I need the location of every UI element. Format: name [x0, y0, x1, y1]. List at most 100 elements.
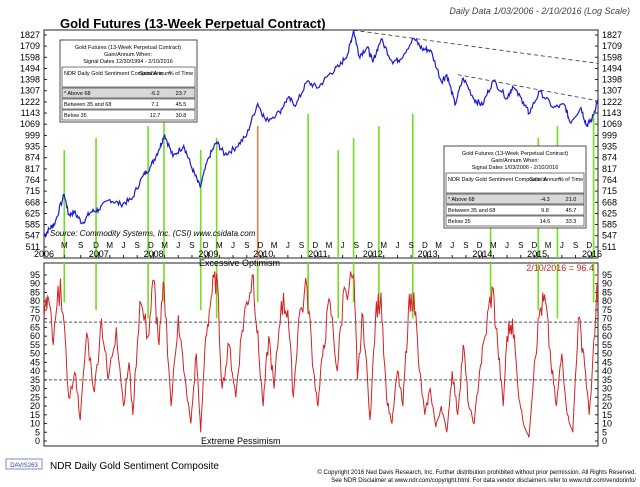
month-tick-label: M: [326, 241, 333, 250]
sentiment-y-tick-label-right: 50: [602, 349, 612, 359]
sentiment-panel-frame: [43, 262, 599, 447]
price-y-tick-label-left: 1069: [20, 119, 40, 129]
month-tick-label: S: [78, 241, 83, 250]
gold-price-series-line: [43, 30, 599, 239]
sentiment-y-tick-label-right: 85: [602, 287, 612, 297]
price-y-tick-label-left: 547: [25, 231, 40, 241]
month-tick-label: S: [189, 241, 194, 250]
excessive-optimism-label: Excessive Optimism: [199, 258, 280, 268]
table-1-row-2-gain: 7.1: [151, 102, 159, 108]
copyright-text: © Copyright 2016 Ned Davis Research, Inc…: [317, 469, 636, 476]
table-1-header-gain: Gain/ Annum: [139, 71, 171, 77]
month-tick-label: S: [518, 241, 523, 250]
price-y-tick-label-left: 999: [25, 130, 40, 140]
price-y-tick-label-left: 935: [25, 141, 40, 151]
price-y-tick-label-left: 1494: [20, 63, 40, 73]
year-tick-label: 2011: [308, 249, 327, 259]
price-y-tick-label-right: 668: [602, 197, 617, 207]
table-1-header-time: % of Time: [169, 71, 193, 77]
price-y-tick-label-left: 668: [25, 197, 40, 207]
year-tick-label: 2016: [582, 249, 602, 259]
sentiment-y-tick-label-right: 25: [602, 392, 612, 402]
sentiment-y-tick-label-right: 10: [602, 419, 612, 429]
sentiment-series-line: [43, 271, 599, 438]
month-tick-label: S: [408, 241, 413, 250]
month-tick-label: D: [532, 241, 538, 250]
year-tick-label: 2007: [89, 249, 109, 259]
price-y-tick-label-left: 1709: [20, 41, 40, 51]
sentiment-y-tick-label-left: 40: [30, 366, 40, 376]
month-tick-label: M: [106, 241, 113, 250]
sentiment-y-tick-label-left: 95: [30, 270, 40, 280]
table-2-header-composite: NDR Daily Gold Sentiment Composite is: [448, 177, 547, 183]
table-2-header-time: % of Time: [559, 177, 583, 183]
price-y-tick-label-left: 1143: [21, 108, 40, 118]
price-y-tick-label-right: 817: [602, 164, 617, 174]
month-tick-label: M: [61, 241, 68, 250]
month-tick-label: M: [490, 241, 497, 250]
month-tick-label: M: [435, 241, 442, 250]
month-tick-label: D: [203, 241, 209, 250]
table-1-header-composite: NDR Daily Gold Sentiment Composite is: [64, 71, 163, 77]
sentiment-y-tick-label-left: 15: [30, 410, 40, 420]
month-tick-label: M: [161, 241, 168, 250]
price-y-tick-label-right: 764: [602, 175, 617, 185]
month-tick-label: J: [286, 241, 290, 250]
month-tick-label: S: [299, 241, 304, 250]
sentiment-y-tick-label-right: 80: [602, 296, 612, 306]
table-1-row-3-gain: 12.7: [150, 113, 161, 119]
sentiment-y-tick-label-left: 85: [30, 287, 40, 297]
year-tick-label: 2013: [418, 249, 438, 259]
sentiment-y-tick-label-right: 60: [602, 331, 612, 341]
year-tick-label: 2014: [472, 249, 492, 259]
month-tick-label: D: [148, 241, 154, 250]
sentiment-y-tick-label-right: 95: [602, 270, 612, 280]
sentiment-y-tick-label-left: 70: [30, 314, 40, 324]
month-tick-label: M: [271, 241, 278, 250]
price-y-tick-label-right: 1827: [602, 30, 622, 40]
price-y-tick-label-right: 715: [602, 186, 617, 196]
price-y-tick-label-left: 1398: [20, 75, 40, 85]
table-1-row-1-gain: -6.2: [150, 91, 159, 97]
year-tick-label: 2006: [34, 249, 54, 259]
sentiment-y-tick-label-left: 45: [30, 357, 40, 367]
table-2-row-3-gain: 14.6: [540, 219, 551, 225]
price-y-tick-label-right: 1494: [602, 63, 622, 73]
price-y-tick-label-right: 1222: [602, 97, 622, 107]
latest-value-label: 2/10/2016 = 96.4: [526, 263, 594, 273]
month-tick-label: S: [134, 241, 139, 250]
table-2-subtitle: Gain/Annum When:: [491, 158, 539, 164]
sentiment-y-tick-label-right: 15: [602, 410, 612, 420]
sentiment-y-tick-label-left: 0: [35, 436, 40, 446]
price-y-tick-label-left: 625: [25, 208, 40, 218]
sentiment-y-tick-label-left: 65: [30, 322, 40, 332]
sentiment-y-tick-label-right: 45: [602, 357, 612, 367]
table-2-row-1-gain: -4.3: [540, 197, 549, 203]
sentiment-y-tick-label-left: 60: [30, 331, 40, 341]
table-1-title: Gold Futures (13-Week Perpetual Contract…: [75, 45, 181, 51]
footer: DAVIS263 NDR Daily Gold Sentiment Compos…: [5, 458, 636, 484]
month-tick-label: J: [505, 241, 509, 250]
price-y-tick-label-left: 1307: [20, 86, 40, 96]
year-tick-label: 2012: [363, 249, 383, 259]
price-y-tick-label-left: 1598: [20, 52, 40, 62]
month-tick-label: M: [545, 241, 552, 250]
price-y-tick-label-left: 764: [25, 175, 40, 185]
price-y-tick-label-right: 1398: [602, 75, 622, 85]
table-1-row-2-time: 45.5: [176, 102, 187, 108]
sentiment-y-tick-label-right: 0: [602, 436, 607, 446]
month-tick-label: D: [367, 241, 373, 250]
price-y-tick-label-right: 511: [602, 242, 616, 252]
resistance-lines: [353, 29, 599, 102]
price-y-tick-label-left: 874: [25, 153, 40, 163]
month-tick-label: S: [463, 241, 468, 250]
table-2-row-1-time: 21.0: [566, 197, 577, 203]
table-2-title: Gold Futures (13-Week Perpetual Contract…: [462, 151, 568, 157]
resistance-trend-line: [457, 74, 599, 102]
price-y-tick-label-right: 625: [602, 208, 617, 218]
table-1-subtitle: Gain/Annum When:: [104, 52, 152, 58]
month-tick-label: J: [121, 241, 125, 250]
sentiment-y-tick-label-right: 5: [602, 427, 607, 437]
